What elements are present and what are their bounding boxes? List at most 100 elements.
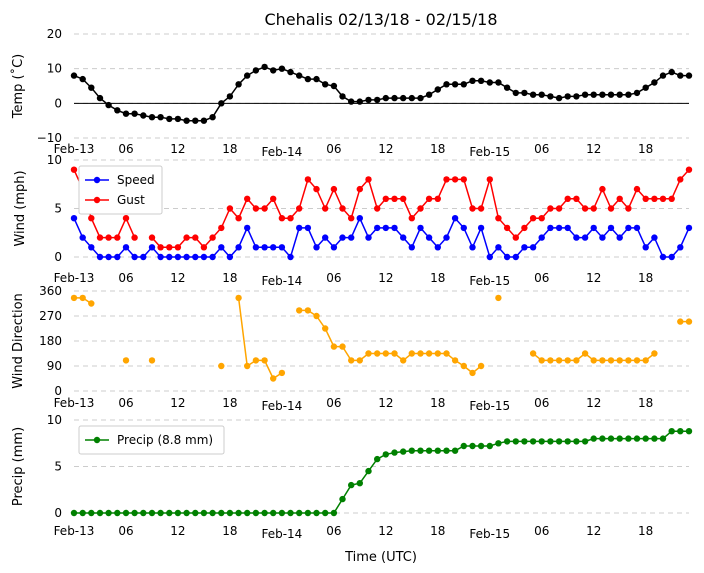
data-point [88, 84, 95, 91]
data-point [382, 94, 389, 102]
legend-label: Gust [117, 193, 145, 207]
data-point [642, 435, 649, 442]
data-point [192, 253, 199, 261]
data-point [88, 244, 95, 251]
y-tick-label: 5 [54, 202, 62, 216]
y-tick-label: 10 [47, 413, 62, 427]
data-point [495, 294, 502, 302]
data-point [590, 91, 597, 98]
data-point [451, 176, 459, 183]
data-point [677, 428, 684, 435]
data-point [581, 438, 589, 445]
data-point [261, 205, 268, 212]
data-point [79, 509, 86, 517]
data-point [599, 185, 606, 193]
x-tick-label: 18 [222, 271, 237, 285]
data-point [633, 435, 641, 442]
y-tick-label: 20 [47, 27, 62, 41]
data-point [451, 447, 459, 454]
x-tick-label: 18 [222, 142, 237, 156]
data-point [547, 357, 554, 364]
data-point [451, 81, 459, 88]
x-tick-label: Feb-13 [54, 271, 95, 285]
data-point [391, 195, 398, 202]
data-point [685, 72, 693, 79]
data-point [443, 234, 450, 241]
data-point [547, 224, 554, 232]
data-point [322, 509, 329, 517]
data-point [495, 244, 502, 251]
x-tick-label: 18 [430, 396, 445, 410]
data-point [278, 509, 286, 517]
data-point [581, 350, 589, 357]
data-point [434, 86, 441, 93]
x-tick-label: 18 [638, 271, 653, 285]
y-tick-label: 90 [47, 359, 62, 373]
y-axis-label: Precip (mm) [11, 427, 26, 506]
data-point [339, 343, 346, 350]
x-tick-label: 18 [430, 524, 445, 538]
data-point [547, 93, 554, 100]
data-point [425, 447, 433, 454]
data-point [218, 362, 225, 370]
data-point [226, 253, 234, 261]
data-point [512, 438, 519, 445]
data-point [339, 234, 346, 241]
data-point [547, 438, 554, 445]
data-point [651, 195, 658, 202]
data-point [677, 176, 684, 183]
data-point [625, 224, 632, 232]
data-point [555, 357, 563, 364]
data-point [382, 451, 389, 458]
data-point [538, 91, 545, 98]
data-point [270, 67, 277, 74]
data-point [555, 94, 563, 102]
data-point [443, 350, 450, 357]
data-point [521, 438, 528, 445]
data-point [174, 244, 182, 251]
data-point [148, 509, 156, 517]
data-point [244, 224, 251, 232]
data-point [668, 68, 675, 76]
data-point [348, 481, 355, 489]
data-point [270, 375, 277, 382]
data-point [70, 509, 78, 517]
data-point [573, 195, 580, 202]
data-point [235, 294, 242, 302]
data-point [330, 82, 338, 90]
data-point [633, 89, 641, 97]
data-point [590, 205, 597, 212]
data-point [356, 98, 363, 105]
data-point [651, 79, 658, 86]
data-point [529, 244, 537, 251]
data-point [642, 244, 649, 251]
data-point [477, 224, 485, 232]
data-point [677, 72, 684, 79]
legend-box [78, 425, 225, 455]
data-point [529, 438, 537, 445]
data-point [252, 244, 260, 251]
data-point [304, 224, 312, 232]
data-point [503, 438, 511, 445]
data-point [226, 205, 234, 212]
data-point [88, 215, 95, 222]
data-point [348, 234, 355, 241]
data-point [157, 253, 164, 261]
data-point [218, 100, 225, 107]
data-point [140, 253, 147, 261]
data-point [668, 253, 675, 261]
data-point [192, 509, 199, 517]
data-point [555, 438, 563, 445]
data-point [651, 350, 658, 357]
data-point [564, 438, 571, 445]
data-point [96, 253, 104, 261]
data-point [382, 350, 389, 357]
data-point [477, 77, 485, 85]
data-point [425, 195, 433, 202]
y-axis-label: Wind Direction [11, 293, 26, 389]
data-point [555, 205, 563, 212]
data-point [235, 509, 242, 517]
data-point [356, 215, 363, 222]
x-tick-label: 12 [586, 142, 601, 156]
